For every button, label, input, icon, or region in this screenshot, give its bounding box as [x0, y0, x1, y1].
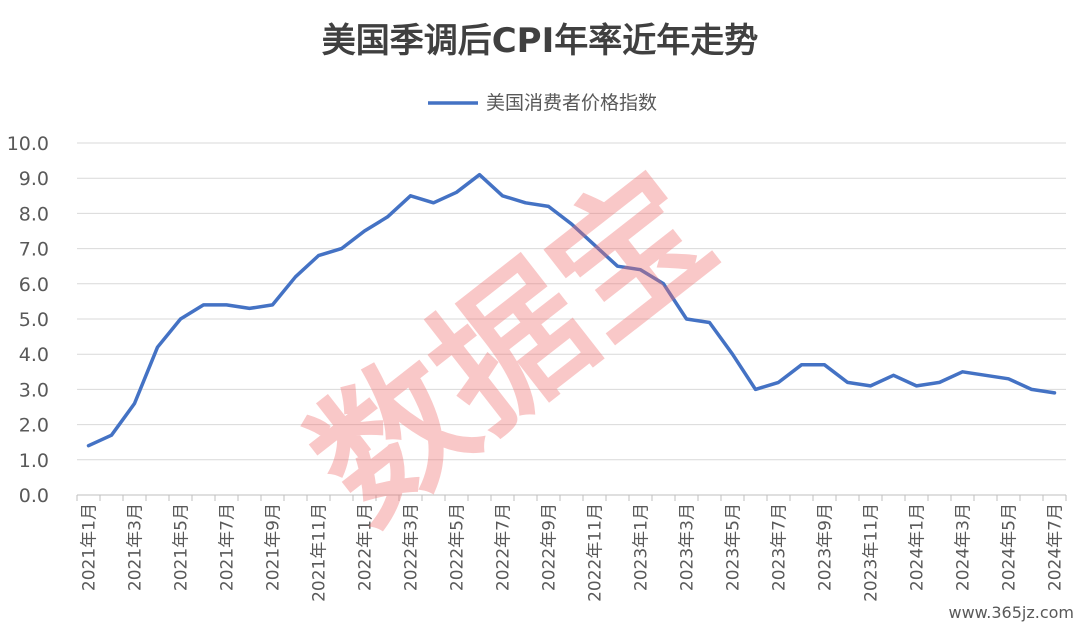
y-tick-label: 2.0 [19, 415, 49, 437]
x-tick-label: 2023年3月 [678, 503, 698, 591]
y-tick-label: 1.0 [19, 450, 49, 472]
x-tick-label: 2023年1月 [632, 503, 652, 591]
y-axis-ticks: 0.0 1.0 2.0 3.0 4.0 5.0 6.0 7.0 8.0 9.0 10.0 [7, 133, 49, 507]
x-axis: 2021年1月 2021年3月 2021年5月 2021年7月 2021年9月 2021年… [76, 494, 1067, 602]
y-tick-label: 4.0 [19, 344, 49, 366]
x-tick-label: 2021年9月 [264, 503, 284, 591]
x-tick-label: 2022年5月 [448, 503, 468, 591]
y-tick-label: 3.0 [19, 379, 49, 401]
x-tick-label: 2024年1月 [908, 503, 928, 591]
chart-title: 美国季调后CPI年率近年走势 [322, 21, 759, 61]
y-tick-label: 9.0 [19, 168, 49, 190]
legend-label: 美国消费者价格指数 [486, 92, 657, 114]
x-tick-label: 2022年7月 [494, 503, 514, 591]
x-tick-label: 2021年1月 [80, 503, 100, 591]
x-tick-label: 2021年7月 [218, 503, 238, 591]
x-tick-label: 2024年5月 [1000, 503, 1020, 591]
x-tick-label: 2022年9月 [540, 503, 560, 591]
x-tick-label: 2021年3月 [126, 503, 146, 591]
x-tick-label: 2023年5月 [724, 503, 744, 591]
x-tick-label: 2024年7月 [1046, 503, 1066, 591]
x-tick-label: 2022年3月 [402, 503, 422, 591]
y-tick-label: 5.0 [19, 309, 49, 331]
y-tick-label: 7.0 [19, 239, 49, 261]
x-tick-label: 2023年7月 [770, 503, 790, 591]
y-tick-label: 10.0 [7, 133, 49, 155]
y-tick-label: 0.0 [19, 485, 49, 507]
y-tick-label: 6.0 [19, 274, 49, 296]
y-tick-label: 8.0 [19, 203, 49, 225]
legend: 美国消费者价格指数 [428, 92, 657, 114]
corner-watermark-url: www.365jz.com [948, 603, 1074, 622]
x-tick-label: 2024年3月 [954, 503, 974, 591]
series-group [86, 172, 1057, 448]
x-tick-label: 2023年11月 [862, 503, 882, 602]
x-tick-label: 2021年5月 [172, 503, 192, 591]
x-tick-label: 2022年11月 [586, 503, 606, 602]
x-tick-label: 2022年1月 [356, 503, 376, 591]
x-tick-label: 2021年11月 [310, 503, 330, 602]
watermark: 数据宝 [282, 141, 744, 555]
x-tick-label: 2023年9月 [816, 503, 836, 591]
gridlines [77, 142, 1066, 461]
